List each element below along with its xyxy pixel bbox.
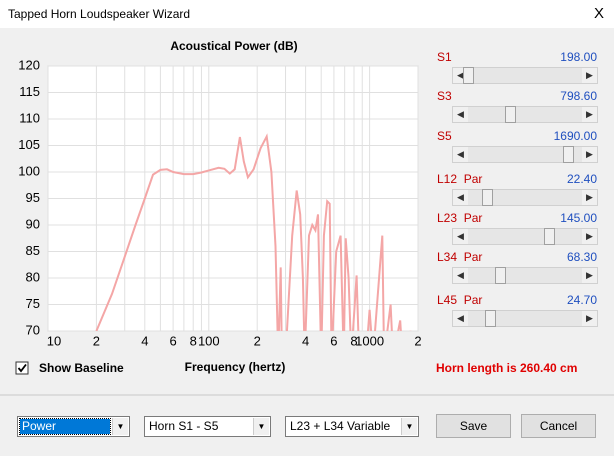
checkbox-label[interactable]: Show Baseline <box>39 361 124 375</box>
y-tick-label: 105 <box>18 137 40 152</box>
scroll-right[interactable]: ▶ <box>582 268 597 283</box>
x-tick-label: 2 <box>93 333 100 348</box>
dropdown-text: Horn S1 - S5 <box>149 419 219 433</box>
x-axis-title: Frequency (hertz) <box>185 360 286 374</box>
dropdown-arrow[interactable]: ▼ <box>112 418 128 435</box>
slider-thumb[interactable] <box>505 106 516 123</box>
x-tick-label: 4 <box>141 333 148 348</box>
dropdown-text: L23 + L34 Variable <box>290 419 391 433</box>
dropdown[interactable]: Horn S1 - S5 ▼ <box>144 416 271 437</box>
slider-value: 22.40 <box>566 172 597 186</box>
scroll-right[interactable]: ▶ <box>582 229 597 244</box>
scroll-left[interactable]: ◀ <box>453 190 468 205</box>
slider-track[interactable]: ◀ ▶ <box>452 189 598 206</box>
y-tick-label: 90 <box>26 216 40 231</box>
x-tick-label: 6 <box>170 333 177 348</box>
slider-label: L45 Par <box>437 293 483 307</box>
x-tick-label: 8 <box>190 333 197 348</box>
dropdown[interactable]: Power ▼ <box>17 416 130 437</box>
scroll-left[interactable]: ◀ <box>453 107 468 122</box>
x-tick-label: 1000 <box>355 333 384 348</box>
scroll-right[interactable]: ▶ <box>582 147 597 162</box>
y-tick-label: 85 <box>26 243 40 258</box>
horn-length: Horn length is 260.40 cm <box>436 361 578 375</box>
x-tick-label: 100 <box>198 333 220 348</box>
slider-value: 145.00 <box>560 211 597 225</box>
slider-label: S1 <box>437 50 452 64</box>
slider-value: 68.30 <box>566 250 597 264</box>
slider-track[interactable]: ◀ ▶ <box>452 228 598 245</box>
scroll-right[interactable]: ▶ <box>582 68 597 83</box>
x-tick-label: 2 <box>254 333 261 348</box>
x-tick-label: 4 <box>302 333 309 348</box>
slider-label: L34 Par <box>437 250 483 264</box>
slider-value: 24.70 <box>566 293 597 307</box>
slider-thumb[interactable] <box>482 189 493 206</box>
slider-label: S3 <box>437 89 452 103</box>
y-tick-label: 75 <box>26 296 40 311</box>
y-tick-label: 80 <box>26 269 40 284</box>
slider-thumb[interactable] <box>485 310 496 327</box>
slider-label: L23 Par <box>437 211 483 225</box>
slider-value: 198.00 <box>560 50 597 64</box>
checkmark <box>17 363 27 373</box>
dropdown-arrow[interactable]: ▼ <box>253 418 269 435</box>
slider-track[interactable]: ◀ ▶ <box>452 67 598 84</box>
slider-label: L12 Par <box>437 172 483 186</box>
y-tick-label: 70 <box>26 322 40 337</box>
y-tick-label: 110 <box>19 110 40 125</box>
scroll-left[interactable]: ◀ <box>453 268 468 283</box>
slider-thumb[interactable] <box>463 67 474 84</box>
y-tick-label: 100 <box>18 163 40 178</box>
y-tick-label: 95 <box>26 190 40 205</box>
slider-label: S5 <box>437 129 452 143</box>
dropdown-arrow[interactable]: ▼ <box>401 418 417 435</box>
scroll-left[interactable]: ◀ <box>453 229 468 244</box>
slider-value: 1690.00 <box>553 129 597 143</box>
x-tick-label: 8 <box>350 333 357 348</box>
title-bar: Tapped Horn Loudspeaker Wizard X <box>0 0 614 28</box>
close-button[interactable]: X <box>593 5 604 22</box>
slider-thumb[interactable] <box>563 146 574 163</box>
scroll-right[interactable]: ▶ <box>582 311 597 326</box>
slider-track[interactable]: ◀ ▶ <box>452 106 598 123</box>
data-line <box>95 133 412 331</box>
x-tick-label: 2 <box>414 333 421 348</box>
slider-track[interactable]: ◀ ▶ <box>452 267 598 284</box>
y-tick-label: 120 <box>18 57 40 72</box>
x-tick-label: 6 <box>330 333 337 348</box>
scroll-left[interactable]: ◀ <box>453 311 468 326</box>
scroll-right[interactable]: ▶ <box>582 107 597 122</box>
y-tick-label: 115 <box>19 84 40 99</box>
slider-track[interactable]: ◀ ▶ <box>452 310 598 327</box>
chart-title: Acoustical Power (dB) <box>170 39 297 53</box>
slider-thumb[interactable] <box>544 228 555 245</box>
x-tick-label: 10 <box>47 333 61 348</box>
checkbox[interactable] <box>15 361 29 375</box>
slider-value: 798.60 <box>560 89 597 103</box>
dropdown-text: Power <box>19 418 111 435</box>
dropdown[interactable]: L23 + L34 Variable ▼ <box>285 416 419 437</box>
slider-thumb[interactable] <box>495 267 506 284</box>
scroll-right[interactable]: ▶ <box>582 190 597 205</box>
slider-track[interactable]: ◀ ▶ <box>452 146 598 163</box>
window-title: Tapped Horn Loudspeaker Wizard <box>8 7 191 21</box>
scroll-left[interactable]: ◀ <box>453 147 468 162</box>
button[interactable]: Cancel <box>521 414 596 438</box>
button[interactable]: Save <box>436 414 511 438</box>
